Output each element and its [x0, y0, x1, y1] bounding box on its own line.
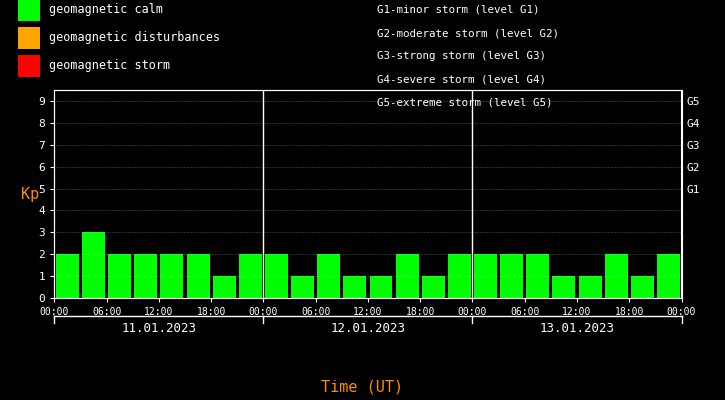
- Text: geomagnetic storm: geomagnetic storm: [49, 60, 170, 72]
- Text: Time (UT): Time (UT): [321, 379, 404, 394]
- Bar: [422, 276, 444, 298]
- Bar: [396, 254, 418, 298]
- Bar: [186, 254, 210, 298]
- Y-axis label: Kp: Kp: [21, 186, 39, 202]
- Bar: [108, 254, 131, 298]
- Bar: [474, 254, 497, 298]
- Bar: [448, 254, 471, 298]
- Bar: [239, 254, 262, 298]
- Text: G5-extreme storm (level G5): G5-extreme storm (level G5): [377, 98, 552, 108]
- Bar: [134, 254, 157, 298]
- Bar: [344, 276, 366, 298]
- Text: G4-severe storm (level G4): G4-severe storm (level G4): [377, 74, 546, 85]
- Text: G2-moderate storm (level G2): G2-moderate storm (level G2): [377, 28, 559, 38]
- Text: 12.01.2023: 12.01.2023: [331, 322, 405, 334]
- Text: geomagnetic calm: geomagnetic calm: [49, 4, 163, 16]
- Bar: [265, 254, 288, 298]
- Bar: [500, 254, 523, 298]
- Bar: [552, 276, 576, 298]
- Bar: [291, 276, 314, 298]
- Bar: [579, 276, 602, 298]
- Text: geomagnetic disturbances: geomagnetic disturbances: [49, 32, 220, 44]
- Bar: [318, 254, 340, 298]
- Bar: [683, 276, 706, 298]
- Bar: [212, 276, 236, 298]
- Bar: [160, 254, 183, 298]
- Text: 13.01.2023: 13.01.2023: [539, 322, 615, 334]
- Text: 11.01.2023: 11.01.2023: [121, 322, 196, 334]
- Bar: [657, 254, 680, 298]
- Text: G3-strong storm (level G3): G3-strong storm (level G3): [377, 51, 546, 61]
- Bar: [631, 276, 654, 298]
- Text: G1-minor storm (level G1): G1-minor storm (level G1): [377, 5, 539, 15]
- Bar: [82, 232, 105, 298]
- Bar: [605, 254, 628, 298]
- Bar: [526, 254, 550, 298]
- Bar: [370, 276, 392, 298]
- Bar: [56, 254, 79, 298]
